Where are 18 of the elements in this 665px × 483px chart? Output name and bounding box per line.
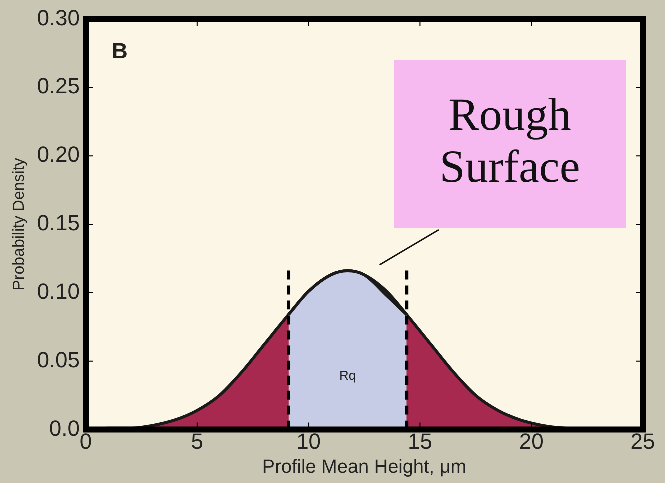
x-tick-label: 0 [80,429,92,454]
y-tick-label: 0.25 [37,74,80,99]
x-axis-title: Profile Mean Height, μm [262,456,467,478]
annotation: Rq [339,368,356,383]
x-tick-label: 5 [191,429,204,454]
y-tick-label: 0.0 [49,416,80,441]
x-tick-label: 25 [630,429,656,454]
y-tick-label: 0.10 [37,278,80,304]
annotation: B [112,38,128,64]
y-tick-label: 0.05 [37,347,80,372]
y-tick-label: 0.20 [37,142,80,168]
x-tick-label: 15 [408,429,432,454]
x-tick-label: 10 [296,429,322,454]
y-tick-label: 0.15 [37,210,80,236]
annotation: Rough Surface [440,89,580,192]
x-tick-label: 20 [519,429,544,454]
y-axis-title: Probability Density [11,158,28,291]
y-tick-label: 0.30 [37,5,80,30]
